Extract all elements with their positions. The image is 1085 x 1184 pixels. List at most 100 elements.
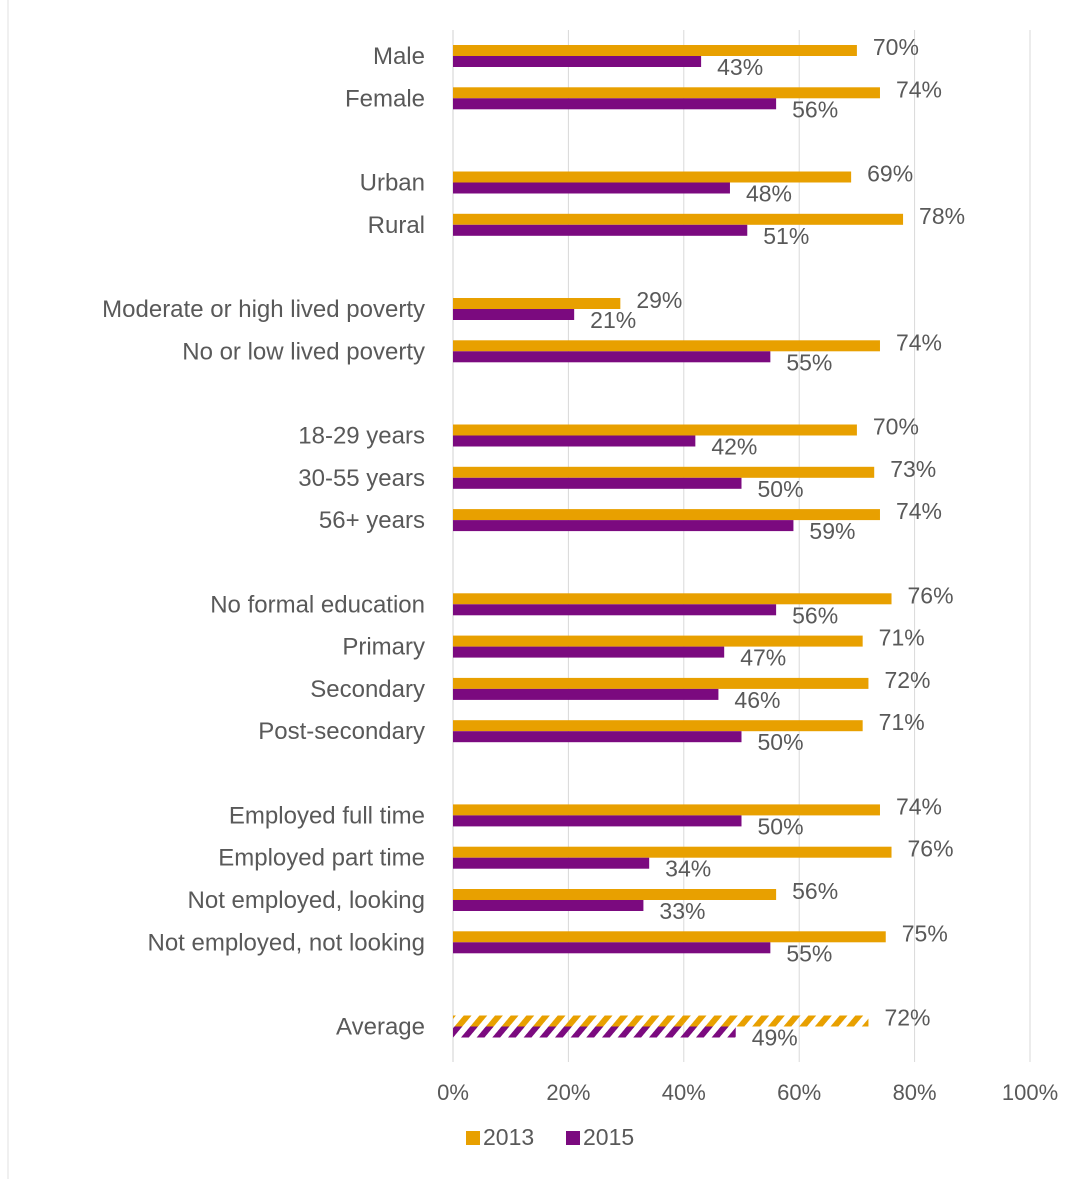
x-tick-label: 100% [1002,1080,1058,1105]
labels-layer: Male 70% 43% Female 74% 56% Urban 69% 48% Rural 78… [102,34,965,1051]
category-label: Moderate or high lived poverty [102,296,425,323]
x-tick-label: 60% [777,1080,821,1105]
bar-2013 [453,298,621,309]
data-label-2013: 74% [896,76,942,102]
bar-2013 [453,45,857,56]
bar-2015 [453,309,575,320]
legend-label: 2015 [583,1124,634,1150]
data-label-2015: 56% [792,96,838,122]
data-label-2013: 70% [873,414,919,440]
bar-2013 [453,677,869,689]
x-tick-label: 20% [546,1080,590,1105]
data-label-2013: 29% [636,287,682,313]
bar-2015 [453,815,742,827]
bar-2013 [453,213,904,225]
bar-2015 [453,688,719,700]
bar-2013 [453,635,863,647]
bar-2015 [453,224,748,236]
data-label-2013: 71% [879,625,925,651]
bar-2015 [453,435,696,447]
legend-swatch-2013 [466,1131,480,1145]
x-tick-label: 40% [662,1080,706,1105]
data-label-2015: 34% [665,856,711,882]
bar-2015 [453,351,771,363]
bar-2015 [453,942,771,954]
data-label-2015: 50% [758,476,804,502]
bar-2013 [453,931,886,943]
data-label-2013: 73% [890,456,936,482]
data-label-2015: 42% [711,434,757,460]
data-label-2015: 51% [763,223,809,249]
category-label: Male [373,43,425,70]
bar-2015 [453,182,730,194]
bar-2015 [453,857,650,869]
data-label-2015: 55% [786,940,832,966]
bar-2013 [453,340,880,352]
data-label-2015: 43% [717,54,763,80]
data-label-2013: 74% [896,498,942,524]
data-label-2015: 48% [746,181,792,207]
category-label: Urban [360,170,425,197]
bar-2015 [453,731,742,743]
data-label-2015: 50% [758,813,804,839]
bar-2015 [453,646,725,658]
bar-2015 [453,1026,736,1038]
category-label: Employed full time [229,802,425,829]
bar-2013 [453,593,892,605]
category-label: Secondary [310,676,425,703]
bar-2013 [453,889,777,900]
bar-2015 [453,477,742,489]
bar-2015 [453,604,777,616]
data-label-2013: 76% [908,582,954,608]
x-axis-ticks: 0% 20% 40% 60% 80% 100% [437,1080,1058,1105]
category-label: Not employed, not looking [148,929,426,956]
bar-2013 [453,424,857,436]
bar-2013 [453,87,880,99]
x-tick-label: 0% [437,1080,469,1105]
data-label-2015: 33% [659,898,705,924]
data-label-2013: 78% [919,203,965,229]
data-label-2013: 69% [867,161,913,187]
data-label-2015: 59% [809,518,855,544]
category-label: No or low lived poverty [182,338,425,365]
data-label-2015: 46% [734,687,780,713]
data-label-2015: 21% [590,307,636,333]
bar-2013 [453,846,892,858]
legend-swatch-2015 [566,1131,580,1145]
bar-2013 [453,171,852,183]
bar-2015 [453,98,777,110]
data-label-2013: 74% [896,329,942,355]
category-label: Rural [368,212,425,239]
bar-2015 [453,520,794,532]
data-label-2015: 50% [758,729,804,755]
data-label-2013: 74% [896,793,942,819]
legend: 2013 2015 [466,1124,634,1150]
x-tick-label: 80% [893,1080,937,1105]
data-label-2013: 72% [884,667,930,693]
bar-2013 [453,720,863,732]
category-label: Not employed, looking [188,887,425,914]
bar-2015 [453,56,702,67]
category-label: Average [336,1014,425,1041]
category-label: Female [345,85,425,112]
bars-layer [453,45,904,1038]
data-label-2013: 70% [873,34,919,60]
bar-2013 [453,509,880,521]
bar-2015 [453,900,644,911]
data-label-2015: 56% [792,602,838,628]
data-label-2015: 49% [752,1025,798,1051]
category-label: Primary [342,634,425,661]
category-label: 56+ years [319,507,425,534]
legend-label: 2013 [483,1124,534,1150]
data-label-2013: 72% [884,1005,930,1031]
data-label-2013: 76% [908,836,954,862]
data-label-2015: 55% [786,349,832,375]
bar-2013 [453,1015,869,1027]
data-label-2013: 75% [902,920,948,946]
data-label-2013: 71% [879,709,925,735]
category-label: Post-secondary [258,718,425,745]
grid-layer [452,30,1031,1062]
bar-2013 [453,466,875,478]
